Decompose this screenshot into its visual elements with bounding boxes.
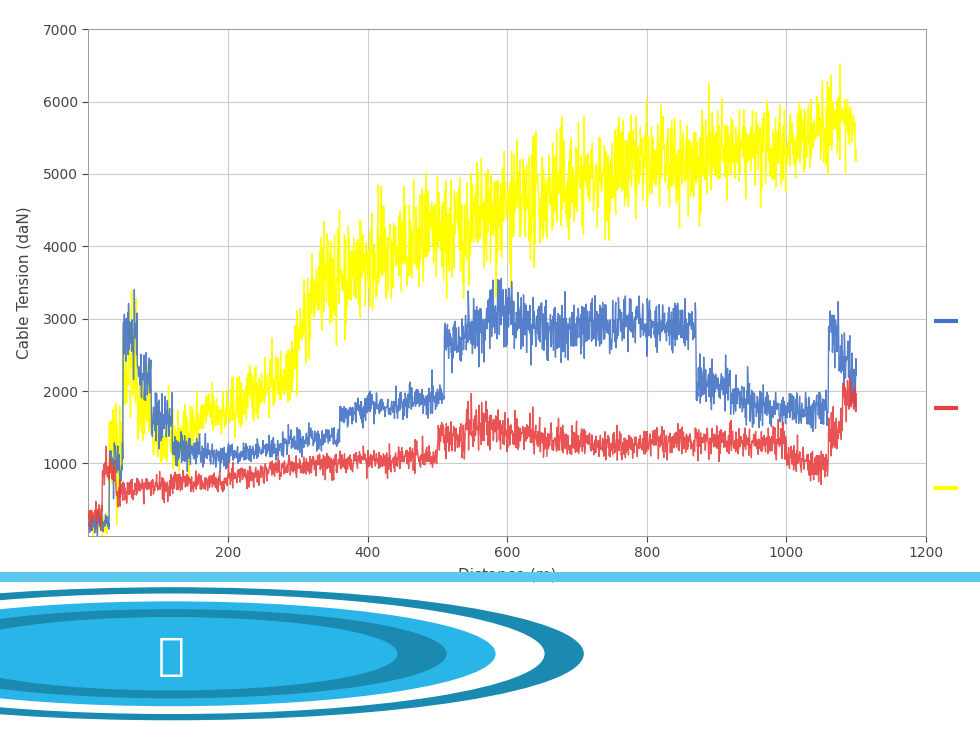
- FancyBboxPatch shape: [0, 572, 980, 582]
- Circle shape: [0, 588, 583, 720]
- Circle shape: [0, 594, 544, 713]
- Circle shape: [0, 617, 397, 690]
- Circle shape: [0, 602, 495, 706]
- Y-axis label: Cable Tension (daN): Cable Tension (daN): [17, 206, 31, 359]
- X-axis label: Distance (m): Distance (m): [458, 567, 557, 582]
- Text: THE RESULT: THE RESULT: [354, 630, 744, 687]
- Text: 👍: 👍: [158, 636, 185, 679]
- Circle shape: [0, 610, 446, 698]
